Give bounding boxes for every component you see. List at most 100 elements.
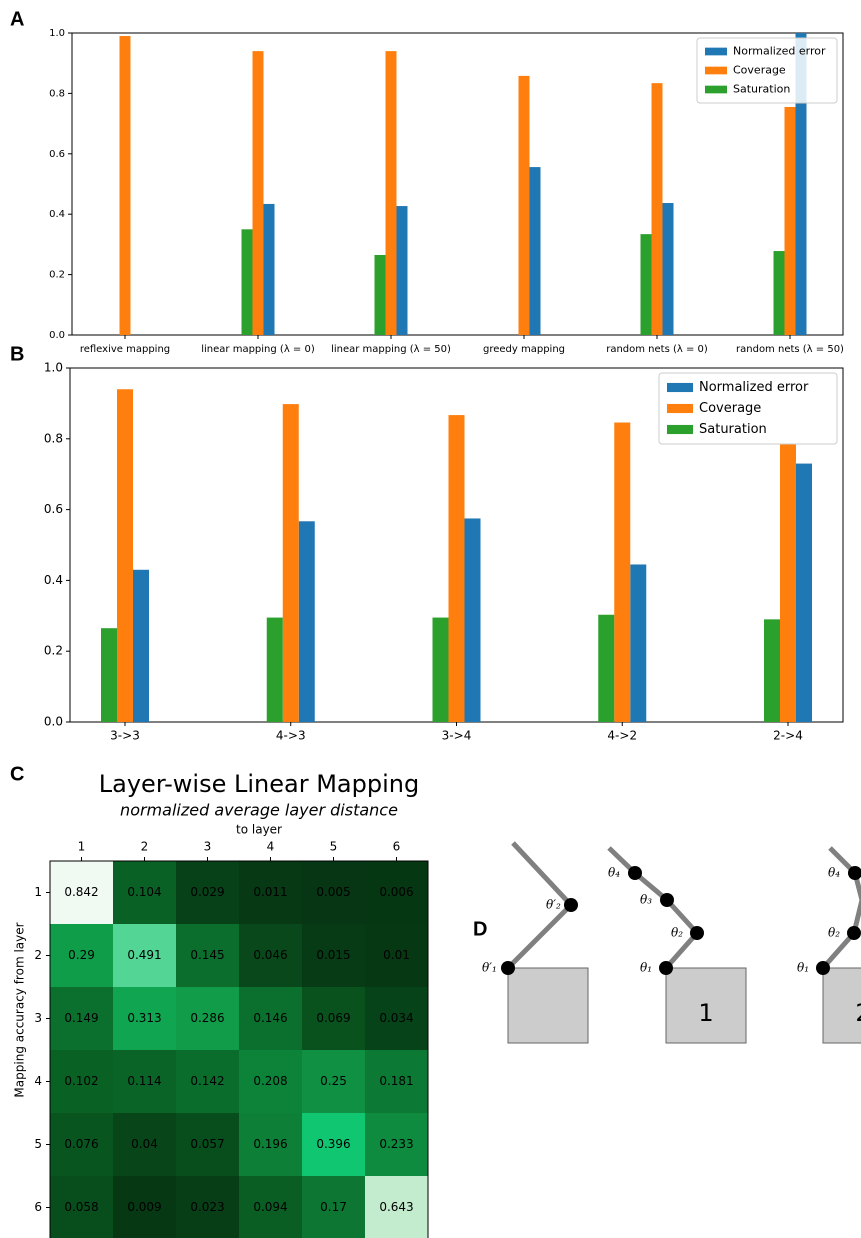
- plot-frame: [71, 32, 844, 336]
- y-tick-label: 0.8: [49, 88, 65, 99]
- cell-label: 0.094: [253, 1200, 287, 1214]
- x-tick-label: linear mapping (λ = 0): [201, 344, 315, 355]
- cell-label: 0.842: [64, 885, 98, 899]
- cell-label: 0.058: [64, 1200, 98, 1214]
- bar: [464, 518, 481, 722]
- bar: [662, 203, 674, 335]
- x-tick-label: 3->4: [442, 729, 472, 743]
- legend-swatch: [667, 424, 693, 435]
- cell-label: 0.076: [64, 1137, 98, 1151]
- y-tick-label: 0.2: [49, 270, 65, 281]
- cell-label: 0.181: [379, 1074, 413, 1088]
- legend-swatch: [705, 66, 727, 75]
- bar: [374, 254, 386, 335]
- bar: [396, 206, 408, 335]
- x-tick-label: 1: [78, 840, 86, 854]
- chart-subtitle: normalized average layer distance: [120, 801, 398, 820]
- robot-base: [822, 967, 861, 1044]
- y-tick-label: 0.6: [44, 502, 63, 516]
- heatmap-cell: [365, 861, 428, 924]
- heatmap-cell: [239, 861, 302, 924]
- cell-label: 0.145: [190, 948, 224, 962]
- heatmap-cell: [239, 987, 302, 1050]
- y-tick-label: 5: [34, 1137, 42, 1151]
- cell-label: 0.005: [316, 885, 350, 899]
- cell-label: 0.196: [253, 1137, 287, 1151]
- y-tick-label: 0.6: [49, 149, 65, 160]
- bar: [298, 521, 315, 722]
- joint-label: θ₂: [828, 926, 840, 940]
- legend-swatch: [667, 382, 693, 393]
- bar: [640, 234, 652, 335]
- cell-label: 0.034: [379, 1011, 413, 1025]
- bar: [263, 203, 275, 335]
- panel-label: A: [10, 8, 24, 30]
- heatmap-cell: [239, 924, 302, 987]
- cell-label: 0.069: [316, 1011, 350, 1025]
- legend-label: Saturation: [733, 83, 790, 96]
- x-tick-label: greedy mapping: [483, 344, 565, 355]
- heatmap-cell: [302, 1113, 365, 1176]
- bar: [432, 617, 449, 722]
- legend-box: [696, 37, 838, 104]
- heatmap-cell: [113, 924, 176, 987]
- heatmap-cell: [113, 861, 176, 924]
- cell-label: 0.023: [190, 1200, 224, 1214]
- cell-label: 0.25: [320, 1074, 347, 1088]
- joint-label: θ₄: [608, 866, 620, 880]
- cell-label: 0.208: [253, 1074, 287, 1088]
- y-tick-label: 0.0: [44, 715, 63, 729]
- heatmap-frame: [49, 860, 429, 1238]
- joint-label: θ₁: [797, 961, 809, 975]
- bar: [598, 614, 615, 722]
- heatmap-cell: [176, 1176, 239, 1238]
- cell-label: 0.149: [64, 1011, 98, 1025]
- bar: [101, 628, 117, 722]
- cell-label: 0.17: [320, 1200, 347, 1214]
- bar: [614, 422, 631, 722]
- legend-label: Normalized error: [733, 45, 826, 58]
- cell-label: 0.643: [379, 1200, 413, 1214]
- heatmap-cell: [365, 1113, 428, 1176]
- legend-label: Saturation: [699, 422, 767, 437]
- heatmap-cell: [365, 1050, 428, 1113]
- legend-box: [658, 372, 838, 445]
- y-tick-label: 1.0: [49, 28, 65, 39]
- heatmap-cell: [50, 924, 113, 987]
- heatmap-cell: [50, 861, 113, 924]
- legend-label: Coverage: [733, 64, 786, 77]
- x-tick-label: random nets (λ = 0): [606, 344, 708, 355]
- y-tick-label: 0.4: [49, 209, 65, 220]
- cell-label: 0.046: [253, 948, 287, 962]
- robot-number: 2: [855, 999, 861, 1027]
- heatmap-cell: [113, 1176, 176, 1238]
- heatmap-cell: [176, 987, 239, 1050]
- cell-label: 0.04: [131, 1137, 158, 1151]
- bar: [385, 51, 397, 336]
- heatmap-cell: [176, 861, 239, 924]
- joint-label: θ₄: [828, 866, 840, 880]
- bar: [795, 33, 807, 335]
- heatmap-cell: [239, 1050, 302, 1113]
- heatmap-cell: [302, 924, 365, 987]
- bar: [518, 75, 530, 335]
- cell-label: 0.491: [127, 948, 161, 962]
- x-tick-label: 2->4: [773, 729, 803, 743]
- x-tick-label: random nets (λ = 50): [736, 344, 844, 355]
- bar: [241, 229, 253, 335]
- robot-number: 1: [698, 999, 713, 1027]
- heatmap-cell: [365, 924, 428, 987]
- cell-label: 0.102: [64, 1074, 98, 1088]
- x-tick-label: 2: [141, 840, 149, 854]
- joint-label: θ′₁: [482, 961, 497, 975]
- y-tick-label: 0.2: [44, 644, 63, 658]
- x-axis-label: to layer: [236, 823, 282, 837]
- heatmap-cell: [113, 987, 176, 1050]
- cell-label: 0.029: [190, 885, 224, 899]
- heatmap-cell: [176, 1050, 239, 1113]
- bar: [266, 617, 283, 722]
- joints: [501, 866, 861, 975]
- cell-label: 0.015: [316, 948, 350, 962]
- cell-label: 0.396: [316, 1137, 350, 1151]
- y-axis-label: Mapping accuracy from layer: [13, 922, 27, 1097]
